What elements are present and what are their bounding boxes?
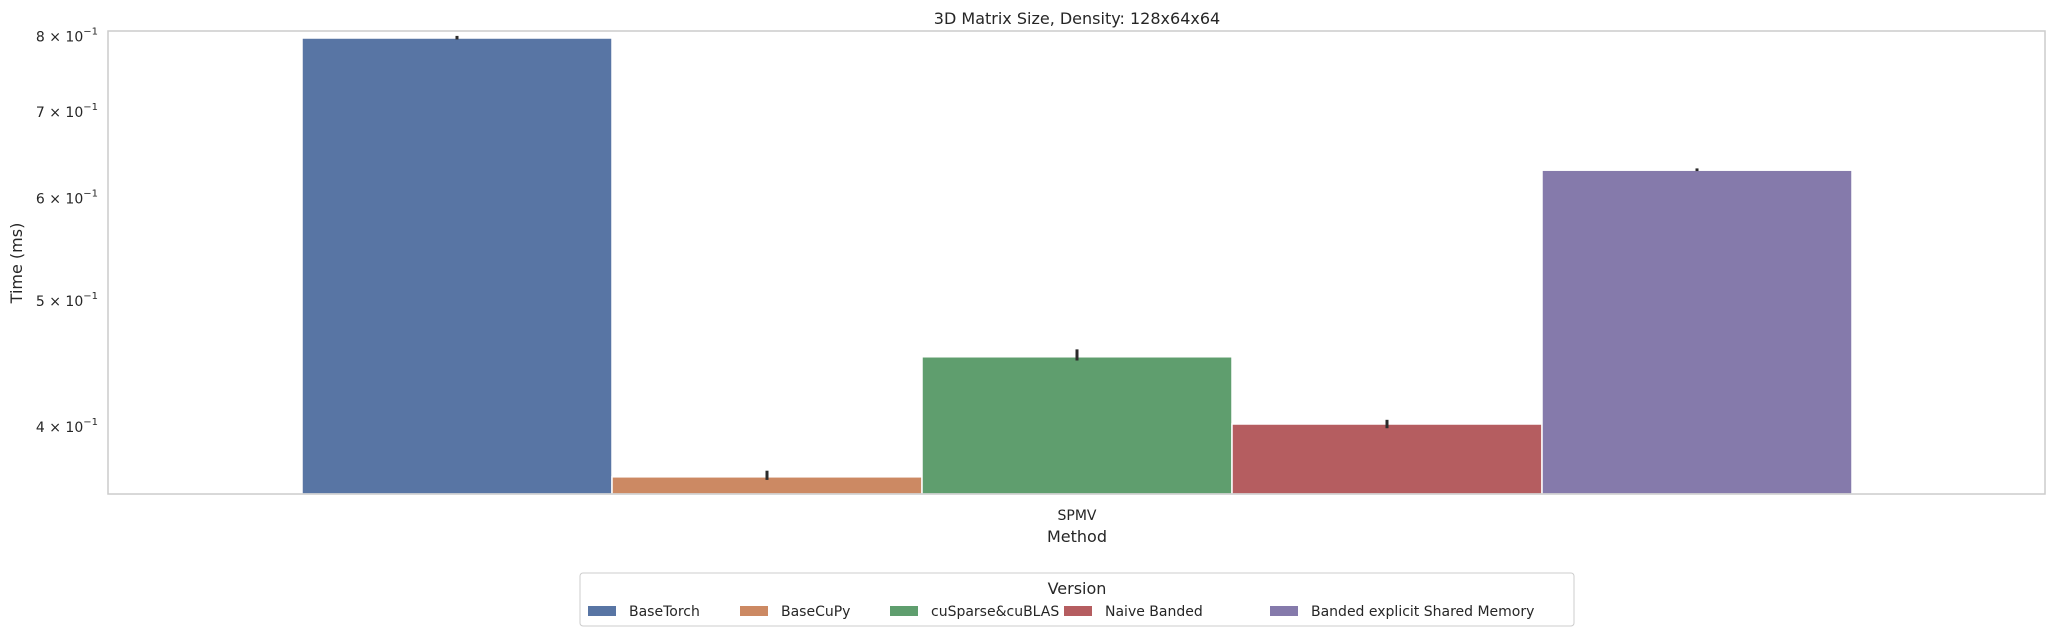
legend-title: Version: [1048, 579, 1107, 598]
y-tick-label: 4 × 10−1: [36, 417, 98, 436]
legend-label: Naive Banded: [1105, 604, 1203, 620]
legend-frame: [579, 572, 1575, 627]
bar-cusparse-cublas: [921, 356, 1233, 495]
x-tick-label: SPMV: [1058, 508, 1097, 524]
y-tick-label: 7 × 10−1: [36, 102, 98, 121]
legend-swatch: [740, 606, 768, 616]
legend-item: cuSparse&cuBLAS: [890, 604, 1059, 620]
y-tick-label: 5 × 10−1: [36, 291, 98, 310]
y-tick-label: 6 × 10−1: [36, 189, 98, 208]
chart-title: 3D Matrix Size, Density: 128x64x64: [934, 9, 1220, 28]
y-tick-label: 8 × 10−1: [36, 27, 98, 46]
legend-label: Banded explicit Shared Memory: [1311, 604, 1534, 620]
legend-swatch: [1270, 606, 1298, 616]
legend-item: Naive Banded: [1064, 604, 1203, 620]
legend-label: BaseCuPy: [781, 604, 850, 620]
legend: Version BaseTorch BaseCuPy cuSparse&cuBLAS…: [579, 572, 1575, 627]
legend-item: BaseTorch: [588, 604, 700, 620]
legend-label: BaseTorch: [629, 604, 700, 620]
bar-basetorch: [301, 37, 613, 495]
legend-swatch: [588, 606, 616, 616]
legend-item: BaseCuPy: [740, 604, 850, 620]
bar-banded-explicit-shared-memory: [1541, 169, 1853, 495]
legend-label: cuSparse&cuBLAS: [931, 604, 1059, 620]
legend-swatch: [1064, 606, 1092, 616]
error-bar-group: [455, 35, 1699, 480]
legend-swatch: [890, 606, 918, 616]
plot-frame: [107, 30, 2046, 495]
bar-group: [301, 37, 1853, 495]
bar-naive-banded: [1231, 423, 1543, 495]
y-tick-group: 4 × 10−1 5 × 10−1 6 × 10−1 7 × 10−1 8 × 10−1: [36, 27, 98, 436]
legend-item: Banded explicit Shared Memory: [1270, 604, 1534, 620]
y-axis-label: Time (ms): [7, 223, 26, 305]
x-axis-label: Method: [1047, 527, 1107, 546]
